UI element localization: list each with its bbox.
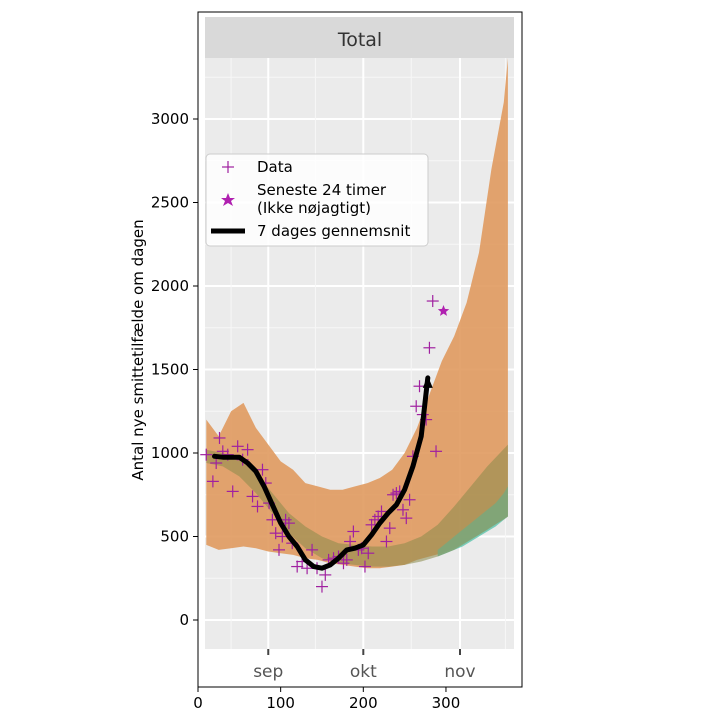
data-point bbox=[400, 512, 413, 525]
olive-forecast-band bbox=[206, 444, 508, 567]
data-point bbox=[315, 580, 328, 593]
forecast-bands bbox=[206, 58, 508, 569]
average-line-group bbox=[212, 375, 433, 571]
month-tick-label: sep bbox=[253, 662, 283, 682]
y-tick-label: 2000 bbox=[151, 277, 189, 295]
data-point bbox=[426, 295, 439, 308]
data-point bbox=[368, 513, 381, 526]
data-point bbox=[251, 500, 264, 513]
data-point bbox=[231, 440, 244, 453]
data-point bbox=[273, 543, 285, 556]
data-point bbox=[375, 505, 388, 518]
data-point bbox=[241, 443, 254, 456]
y-axis-label: Antal nye smittetilfælde om dagen bbox=[129, 219, 147, 480]
latest-24h-point bbox=[437, 305, 450, 316]
data-point bbox=[358, 560, 371, 573]
data-point bbox=[200, 448, 213, 461]
data-point bbox=[291, 560, 304, 573]
legend-data-label: Data bbox=[257, 158, 293, 176]
x-tick-label: 0 bbox=[193, 694, 203, 712]
data-point bbox=[410, 400, 423, 413]
data-point bbox=[306, 543, 319, 556]
legend-data-marker bbox=[222, 161, 234, 173]
orange-forecast-band bbox=[206, 58, 508, 569]
data-point bbox=[206, 475, 219, 488]
data-point bbox=[383, 522, 396, 535]
y-tick-label: 0 bbox=[179, 611, 189, 629]
data-point bbox=[396, 503, 409, 516]
data-point bbox=[213, 431, 226, 444]
x-tick-label: 200 bbox=[349, 694, 378, 712]
data-point bbox=[380, 535, 393, 548]
legend-box bbox=[205, 153, 429, 247]
data-point bbox=[226, 485, 239, 498]
average-line-arrowhead bbox=[422, 375, 433, 388]
data-point bbox=[430, 445, 443, 458]
data-point bbox=[403, 493, 416, 506]
data-point bbox=[319, 568, 332, 581]
facet-title: Total bbox=[337, 29, 382, 51]
data-point bbox=[337, 557, 350, 570]
data-point bbox=[362, 547, 375, 560]
y-tick-label: 1000 bbox=[151, 444, 189, 462]
data-point bbox=[344, 535, 357, 548]
y-tick-label: 2500 bbox=[151, 194, 189, 212]
y-axis: 0 500 1000 1500 2000 2500 3000 bbox=[151, 110, 198, 629]
latest-point-group bbox=[437, 305, 450, 316]
month-tick-label: okt bbox=[350, 662, 377, 682]
data-point bbox=[347, 525, 360, 538]
seven-day-average-line bbox=[212, 375, 431, 571]
x-tick-label: 100 bbox=[266, 694, 295, 712]
legend-latest-marker bbox=[221, 193, 235, 206]
y-tick-label: 3000 bbox=[151, 110, 189, 128]
month-tick-label: nov bbox=[444, 662, 475, 682]
x-axis: 0 100 200 300 bbox=[193, 687, 460, 712]
legend-latest-label-line1: Seneste 24 timer bbox=[257, 181, 387, 199]
data-point bbox=[210, 457, 223, 470]
data-points bbox=[200, 295, 443, 593]
data-point bbox=[387, 488, 400, 501]
data-point bbox=[266, 513, 279, 526]
legend-latest-label-line2: (Ikke nøjagtigt) bbox=[257, 199, 371, 217]
data-point bbox=[340, 553, 353, 566]
data-point bbox=[282, 517, 295, 530]
month-ticks: sep okt nov bbox=[253, 649, 476, 682]
data-point bbox=[423, 341, 436, 354]
data-point bbox=[246, 490, 259, 503]
y-tick-label: 1500 bbox=[151, 361, 189, 379]
facet-strip bbox=[205, 17, 514, 58]
legend-avg-label: 7 dages gennemsnit bbox=[257, 222, 410, 240]
data-point bbox=[256, 463, 269, 476]
legend: Data Seneste 24 timer (Ikke nøjagtigt) 7… bbox=[205, 153, 429, 247]
data-point bbox=[269, 527, 282, 540]
x-tick-label: 300 bbox=[432, 694, 461, 712]
y-tick-label: 500 bbox=[160, 528, 189, 546]
